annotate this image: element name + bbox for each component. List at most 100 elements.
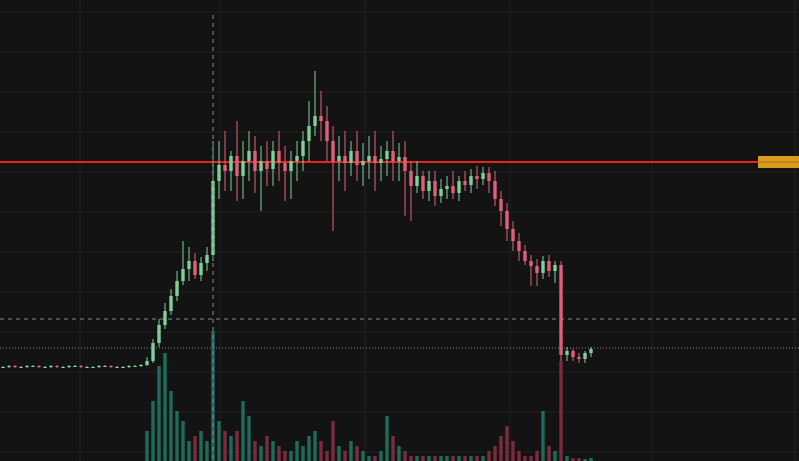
volume-bar (565, 456, 569, 461)
volume-bar (229, 436, 233, 461)
volume-bar (241, 401, 245, 461)
volume-bar (547, 446, 551, 461)
volume-bar (283, 451, 287, 461)
candle-body (79, 366, 83, 367)
candle-body (265, 161, 269, 169)
volume-bar (409, 456, 413, 461)
candle-body (361, 161, 365, 165)
volume-bar (325, 451, 329, 461)
candle-body (415, 176, 419, 186)
candle-layer (1, 71, 593, 368)
volume-bar (289, 451, 293, 461)
candle-body (229, 156, 233, 171)
volume-bar (511, 441, 515, 461)
volume-bar (193, 436, 197, 461)
volume-bar (361, 451, 365, 461)
candle-body (343, 156, 347, 163)
candle-body (67, 366, 71, 367)
candle-body (139, 365, 143, 366)
candle-body (529, 261, 533, 266)
candle-body (505, 211, 509, 229)
volume-bar (463, 456, 467, 461)
candle-body (1, 367, 5, 368)
candle-body (187, 261, 191, 269)
volume-bar (493, 446, 497, 461)
volume-bar (439, 456, 443, 461)
candle-body (511, 229, 515, 241)
candle-body (181, 269, 185, 281)
volume-bar (187, 441, 191, 461)
volume-bar (151, 401, 155, 461)
volume-bar (307, 436, 311, 461)
candle-body (253, 151, 257, 171)
volume-bar (499, 436, 503, 461)
candle-body (313, 116, 317, 126)
volume-bar (217, 421, 221, 461)
volume-bar (391, 436, 395, 461)
volume-bar (421, 456, 425, 461)
volume-bar (397, 446, 401, 461)
candle-body (289, 161, 293, 171)
volume-bar (259, 446, 263, 461)
candle-body (535, 266, 539, 273)
candle-body (379, 159, 383, 163)
volume-bar (331, 421, 335, 461)
volume-bar (541, 411, 545, 461)
volume-bar (271, 441, 275, 461)
volume-bar (169, 391, 173, 461)
candle-body (331, 141, 335, 161)
candle-body (103, 366, 107, 367)
candle-body (439, 189, 443, 196)
candle-body (583, 353, 587, 359)
volume-bar (367, 456, 371, 461)
candle-body (517, 241, 521, 251)
candle-body (385, 151, 389, 159)
volume-bar (457, 456, 461, 461)
volume-bar (481, 456, 485, 461)
candle-body (337, 156, 341, 161)
candle-body (97, 366, 101, 367)
candle-body (85, 367, 89, 368)
candle-body (7, 366, 11, 367)
volume-bar (445, 456, 449, 461)
volume-layer (145, 331, 593, 461)
candle-body (475, 176, 479, 179)
volume-bar (505, 426, 509, 461)
candle-body (307, 126, 311, 141)
volume-bar (433, 456, 437, 461)
volume-bar (475, 456, 479, 461)
candle-body (391, 151, 395, 161)
volume-bar (313, 431, 317, 461)
volume-bar (337, 446, 341, 461)
volume-bar (349, 441, 353, 461)
volume-bar (223, 431, 227, 461)
candle-body (565, 351, 569, 355)
candle-body (145, 361, 149, 365)
candle-body (91, 367, 95, 368)
candle-body (109, 366, 113, 367)
candle-body (397, 157, 401, 161)
volume-bar (277, 446, 281, 461)
candle-body (319, 116, 323, 121)
volume-bar (355, 446, 359, 461)
candle-body (37, 366, 41, 367)
candle-body (403, 157, 407, 171)
volume-bar (265, 436, 269, 461)
candle-body (589, 349, 593, 353)
volume-bar (469, 456, 473, 461)
volume-bar (583, 459, 587, 461)
candle-body (61, 367, 65, 368)
volume-bar (163, 353, 167, 461)
candle-body (19, 367, 23, 368)
candle-body (121, 367, 125, 368)
candle-body (499, 199, 503, 211)
candle-body (13, 366, 17, 367)
volume-bar (415, 456, 419, 461)
candle-body (325, 121, 329, 141)
candle-body (157, 325, 161, 343)
candle-body (487, 173, 491, 181)
candle-body (115, 367, 119, 368)
volume-bar (553, 451, 557, 461)
